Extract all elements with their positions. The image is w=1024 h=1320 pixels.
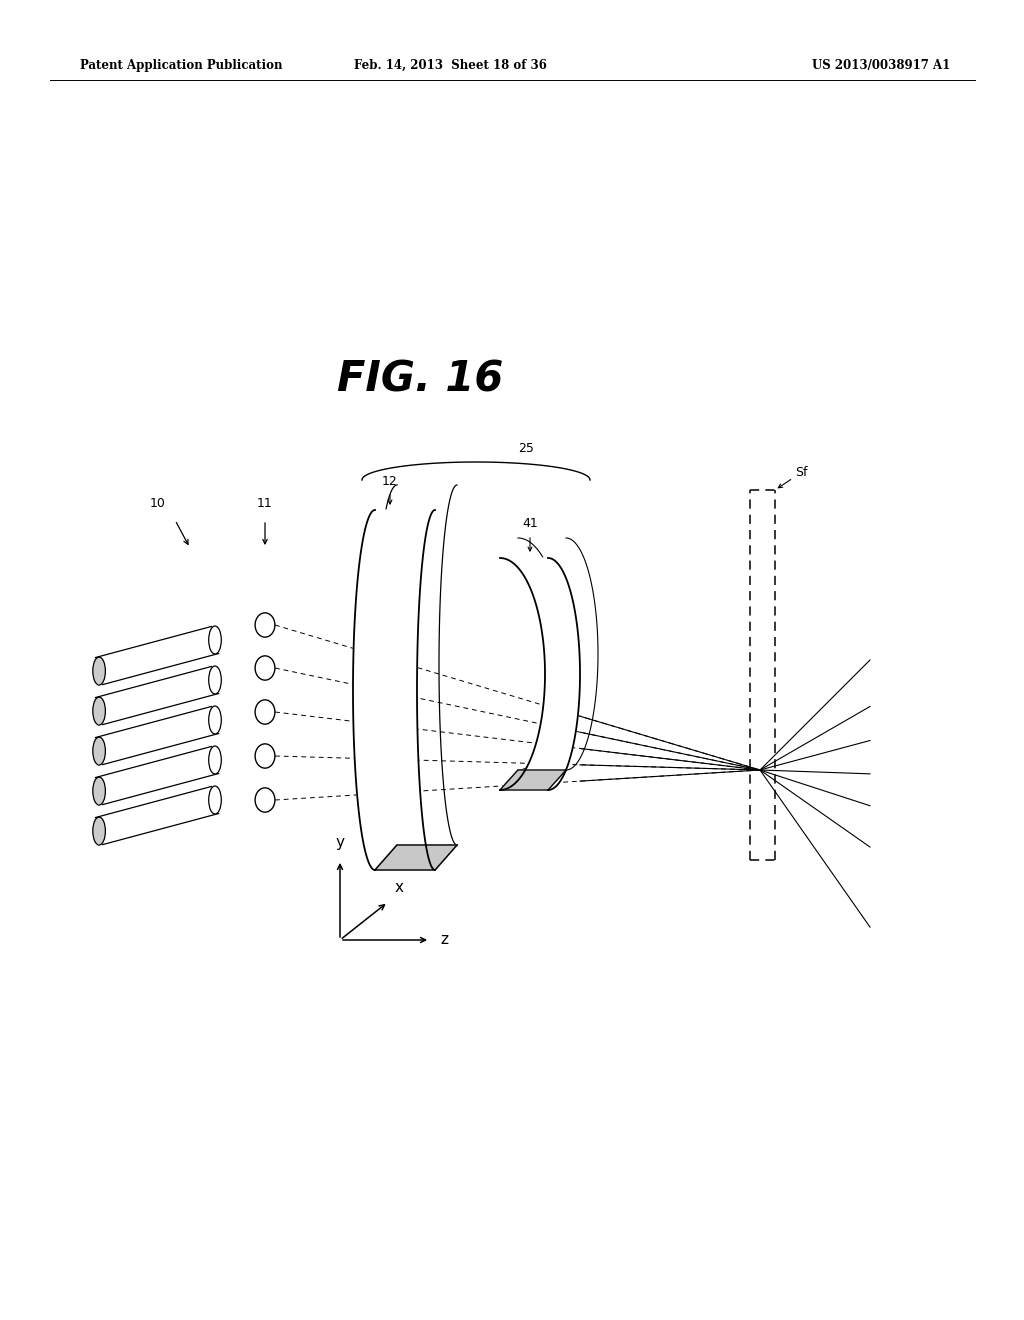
Text: x: x bbox=[395, 880, 404, 895]
Ellipse shape bbox=[209, 667, 221, 694]
Text: 41: 41 bbox=[522, 517, 538, 531]
Polygon shape bbox=[353, 510, 435, 870]
Text: Feb. 14, 2013  Sheet 18 of 36: Feb. 14, 2013 Sheet 18 of 36 bbox=[353, 58, 547, 71]
Ellipse shape bbox=[93, 657, 105, 685]
Text: 25: 25 bbox=[518, 442, 534, 455]
Text: Patent Application Publication: Patent Application Publication bbox=[80, 58, 283, 71]
Ellipse shape bbox=[209, 626, 221, 653]
Polygon shape bbox=[500, 558, 580, 789]
Text: US 2013/0038917 A1: US 2013/0038917 A1 bbox=[812, 58, 950, 71]
Ellipse shape bbox=[209, 785, 221, 814]
Ellipse shape bbox=[209, 706, 221, 734]
Text: 12: 12 bbox=[382, 475, 398, 488]
Text: z: z bbox=[440, 932, 449, 948]
Polygon shape bbox=[500, 770, 566, 789]
Text: y: y bbox=[336, 836, 344, 850]
Ellipse shape bbox=[209, 746, 221, 774]
Ellipse shape bbox=[93, 697, 105, 725]
Text: 10: 10 bbox=[151, 498, 166, 510]
Polygon shape bbox=[375, 845, 457, 870]
Ellipse shape bbox=[93, 817, 105, 845]
Text: Sf: Sf bbox=[795, 466, 808, 479]
Text: FIG. 16: FIG. 16 bbox=[337, 359, 503, 401]
Text: 11: 11 bbox=[257, 498, 272, 510]
Ellipse shape bbox=[93, 777, 105, 805]
Ellipse shape bbox=[93, 737, 105, 766]
